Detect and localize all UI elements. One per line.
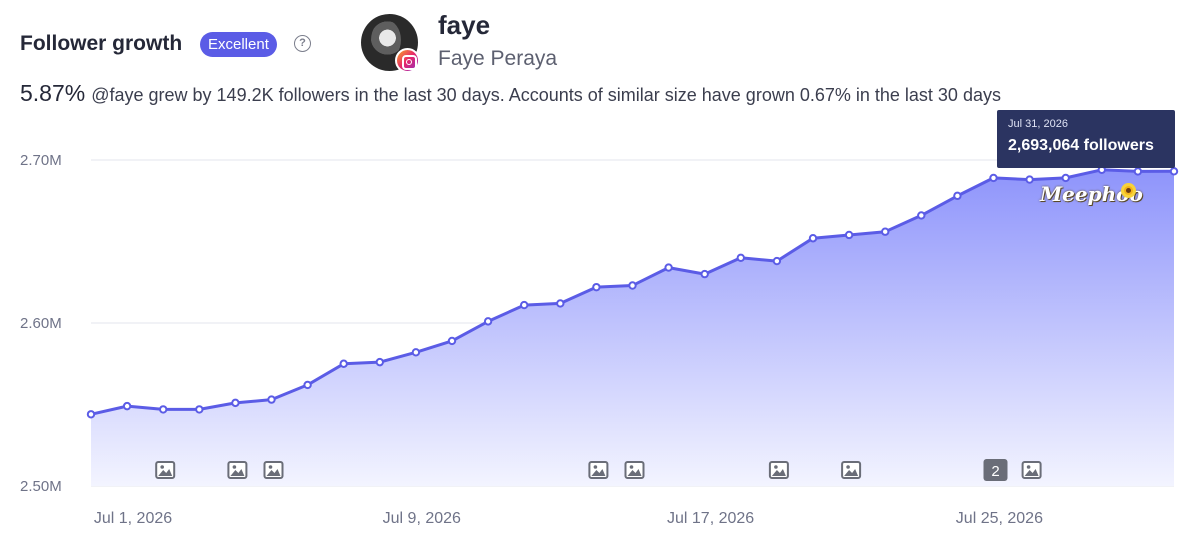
data-point[interactable] — [989, 173, 998, 183]
status-badge: Excellent — [200, 32, 277, 57]
x-tick-label: Jul 25, 2026 — [956, 510, 1043, 527]
post-image-icon[interactable] — [227, 461, 248, 479]
growth-percentage: 5.87% — [20, 80, 86, 106]
growth-summary: 5.87% @faye grew by 149.2K followers in t… — [20, 80, 1001, 107]
data-point[interactable] — [195, 405, 204, 414]
post-image-icon[interactable] — [588, 461, 609, 479]
x-tick-label: Jul 1, 2026 — [94, 510, 172, 527]
data-point[interactable] — [411, 348, 421, 357]
data-point[interactable] — [520, 300, 529, 310]
data-point[interactable] — [159, 405, 168, 414]
post-image-icon[interactable] — [155, 461, 176, 479]
data-point[interactable] — [122, 401, 132, 411]
data-point[interactable] — [953, 191, 962, 201]
post-image-icon[interactable] — [1021, 461, 1042, 479]
tooltip-date: Jul 31, 2026 — [1008, 118, 1068, 130]
data-point[interactable] — [375, 357, 384, 367]
instagram-icon — [395, 48, 420, 73]
post-count-marker[interactable]: 2 — [983, 459, 1008, 481]
chart-title: Follower growth — [20, 32, 183, 55]
data-point[interactable] — [808, 234, 818, 243]
help-circle-icon[interactable]: ? — [294, 35, 311, 52]
data-point[interactable] — [231, 398, 240, 408]
tooltip-value: 2,693,064 followers — [1008, 137, 1154, 154]
x-tick-label: Jul 17, 2026 — [667, 510, 754, 527]
y-tick-label: 2.70M — [20, 152, 62, 169]
post-image-icon[interactable] — [768, 461, 789, 479]
data-point[interactable] — [1133, 167, 1143, 176]
data-tooltip: Jul 31, 2026 2,693,064 followers — [997, 110, 1175, 168]
data-point[interactable] — [736, 253, 745, 262]
data-point[interactable] — [881, 227, 890, 236]
profile-name: Faye Peraya — [438, 47, 558, 70]
post-image-icon[interactable] — [263, 461, 284, 479]
profile-handle[interactable]: faye — [438, 10, 491, 40]
sunflower-icon — [1121, 183, 1136, 198]
data-point[interactable] — [700, 269, 709, 279]
y-tick-label: 2.50M — [20, 478, 62, 495]
data-point[interactable] — [447, 336, 457, 346]
area-fill — [91, 169, 1174, 487]
data-point[interactable] — [339, 359, 348, 368]
data-point[interactable] — [844, 230, 854, 240]
data-point[interactable] — [86, 410, 96, 419]
data-point[interactable] — [592, 282, 601, 292]
data-point[interactable] — [1061, 173, 1070, 183]
data-point[interactable] — [267, 395, 276, 404]
data-point[interactable] — [664, 263, 673, 272]
y-tick-label: 2.60M — [20, 315, 62, 332]
data-point[interactable] — [556, 299, 565, 308]
data-point[interactable] — [628, 281, 637, 290]
data-point[interactable] — [917, 211, 926, 220]
data-point[interactable] — [1169, 167, 1179, 176]
data-point[interactable] — [772, 256, 782, 266]
post-image-icon[interactable] — [624, 461, 645, 479]
svg-text:2: 2 — [991, 463, 999, 480]
data-point[interactable] — [303, 380, 312, 390]
growth-description: @faye grew by 149.2K followers in the la… — [91, 85, 1001, 105]
data-point[interactable] — [1025, 175, 1034, 184]
x-tick-label: Jul 9, 2026 — [383, 510, 461, 527]
post-image-icon[interactable] — [841, 461, 862, 479]
data-point[interactable] — [483, 317, 493, 326]
